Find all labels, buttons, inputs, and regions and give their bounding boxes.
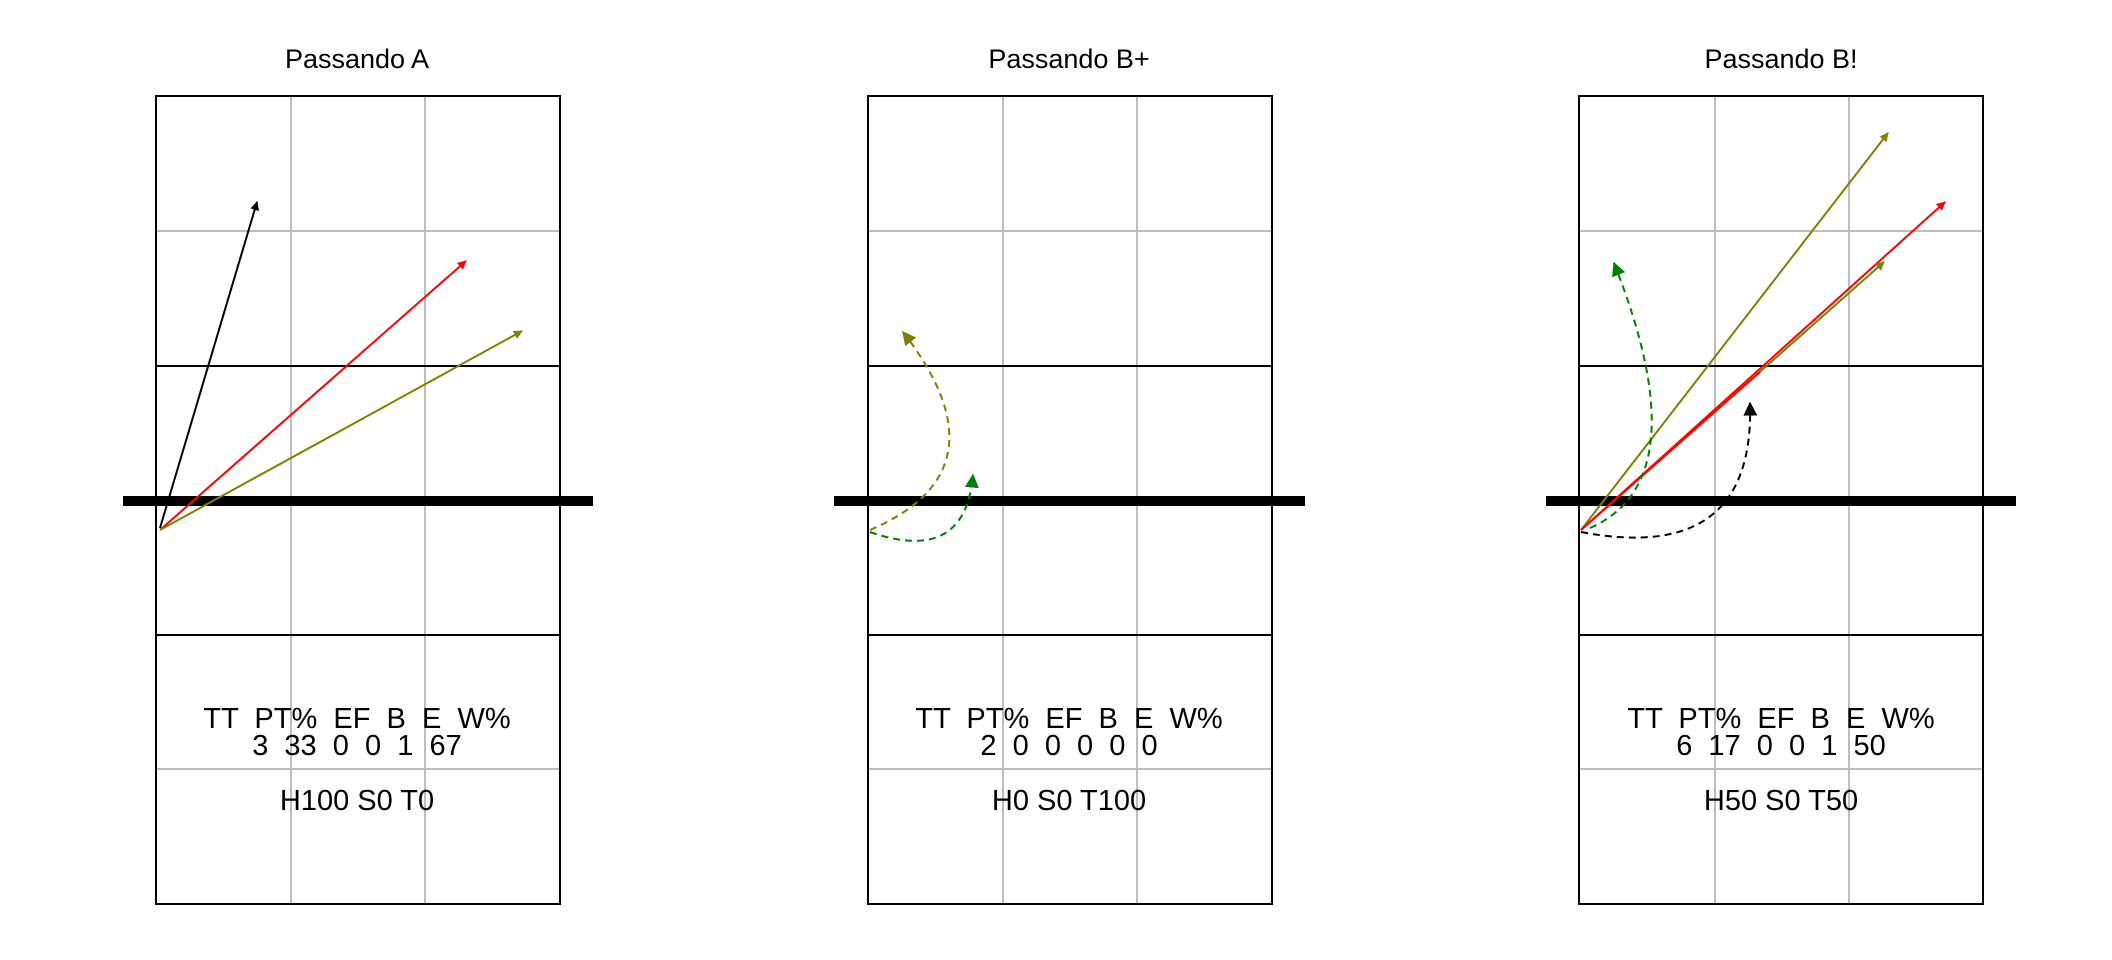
stats-header: TT PT% EF B E W%: [1627, 703, 1934, 735]
stats-header: TT PT% EF B E W%: [915, 703, 1222, 735]
trajectory-arrow: [159, 330, 523, 531]
trajectory-arrow: [159, 260, 467, 531]
stats-header: TT PT% EF B E W%: [203, 703, 510, 735]
stats-values: 2 0 0 0 0 0: [980, 730, 1157, 762]
trajectory-curve: [1580, 401, 1758, 539]
trajectories: [1580, 132, 1946, 539]
stats-values: 6 17 0 0 1 50: [1676, 730, 1886, 762]
zone-summary: H50 S0 T50: [1704, 785, 1858, 817]
trajectory-curve: [869, 330, 951, 531]
zone-summary: H0 S0 T100: [992, 785, 1146, 817]
panel-passando-b-plus: Passando B+ TT PT% EF B E W% 2 0 0 0 0 0…: [834, 44, 1305, 905]
trajectory-arrow: [159, 201, 260, 529]
panel-title: Passando B+: [988, 44, 1149, 74]
panel-title: Passando A: [285, 44, 429, 74]
trajectories: [869, 330, 979, 542]
panel-title: Passando B!: [1704, 44, 1857, 74]
zone-summary: H100 S0 T0: [280, 785, 434, 817]
trajectory-curve: [1589, 261, 1653, 529]
panel-passando-a: Passando A TT PT% EF B E W% 3 33 0 0 1 6…: [123, 44, 593, 905]
trajectory-arrow: [1580, 132, 1889, 531]
panel-passando-b-bang: Passando B! TT PT% EF B E W% 6 17 0 0 1 …: [1546, 44, 2016, 905]
stats-values: 3 33 0 0 1 67: [252, 730, 462, 762]
trajectory-curve: [869, 473, 979, 542]
trajectories: [159, 201, 523, 531]
